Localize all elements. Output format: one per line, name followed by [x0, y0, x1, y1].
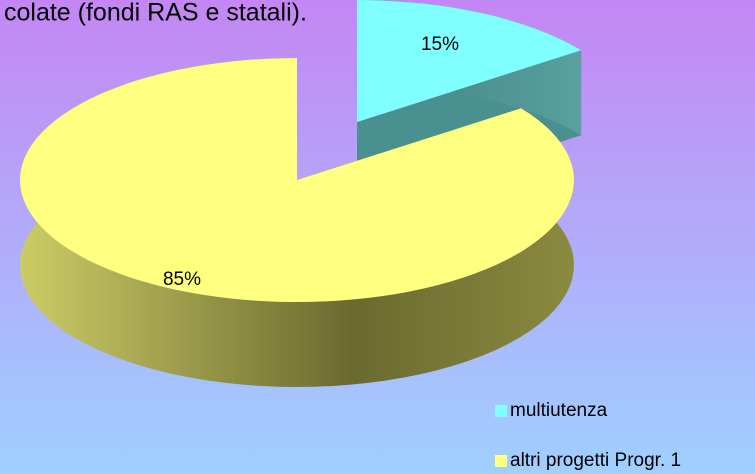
legend-label: multiutenza	[510, 400, 608, 421]
legend-swatch	[495, 455, 507, 467]
legend-label: altri progetti Progr. 1	[510, 450, 681, 471]
data-label: 85%	[163, 269, 201, 290]
slice	[20, 58, 575, 302]
slice	[357, 0, 582, 122]
data-label: 15%	[421, 34, 459, 55]
legend-swatch	[495, 405, 507, 417]
chart-title: colate (fondi RAS e statali).	[4, 0, 307, 27]
